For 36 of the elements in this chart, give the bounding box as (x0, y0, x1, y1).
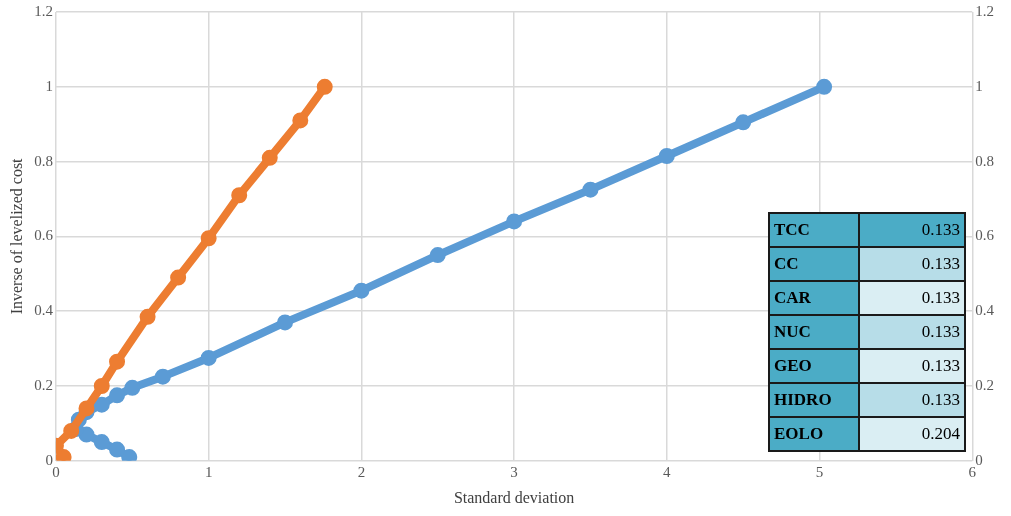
annotation: 0.133 (859, 349, 965, 383)
y-tick-label: 0.2 (34, 376, 53, 393)
annotation: HIDRO (769, 383, 859, 417)
y-tick-label: 0.8 (34, 152, 53, 169)
y2-tick-label: 0.6 (975, 227, 995, 244)
annotation: TCC (769, 213, 859, 247)
y2-tick-label: 0.8 (975, 152, 994, 169)
x-tick-label: 5 (815, 463, 824, 480)
y-tick-label: 0.4 (34, 302, 54, 319)
annotation: 0.204 (859, 417, 965, 451)
y-axis-title: Inverse of levelized cost (7, 157, 25, 315)
y-tick-label: 1 (45, 77, 53, 94)
y2-tick-label: 0 (975, 451, 983, 468)
x-tick-label: 4 (663, 463, 672, 480)
annotation: 0.133 (859, 383, 965, 417)
y2-tick-label: 1 (975, 77, 983, 94)
y2-tick-label: 0.2 (975, 376, 994, 393)
annotation: NUC (769, 315, 859, 349)
y-tick-label: 0 (45, 451, 53, 468)
annotation: 0.133 (859, 213, 965, 247)
annotation: CAR (769, 281, 859, 315)
annotation: CC (769, 247, 859, 281)
annotation: EOLO (769, 417, 859, 451)
annotation: GEO (769, 349, 859, 383)
x-tick-label: 2 (357, 463, 366, 480)
x-tick-label: 1 (204, 463, 213, 480)
y-tick-label: 1.2 (34, 2, 53, 19)
x-tick-label: 6 (968, 463, 977, 480)
y2-tick-label: 0.4 (975, 302, 995, 319)
x-tick-label: 3 (510, 463, 518, 480)
y-tick-label: 0.6 (34, 227, 54, 244)
y2-tick-label: 1.2 (975, 2, 994, 19)
annotation: 0.133 (859, 247, 965, 281)
annotation: 0.133 (859, 281, 965, 315)
x-axis-title: Standard deviation (453, 488, 575, 506)
annotation: 0.133 (859, 315, 965, 349)
